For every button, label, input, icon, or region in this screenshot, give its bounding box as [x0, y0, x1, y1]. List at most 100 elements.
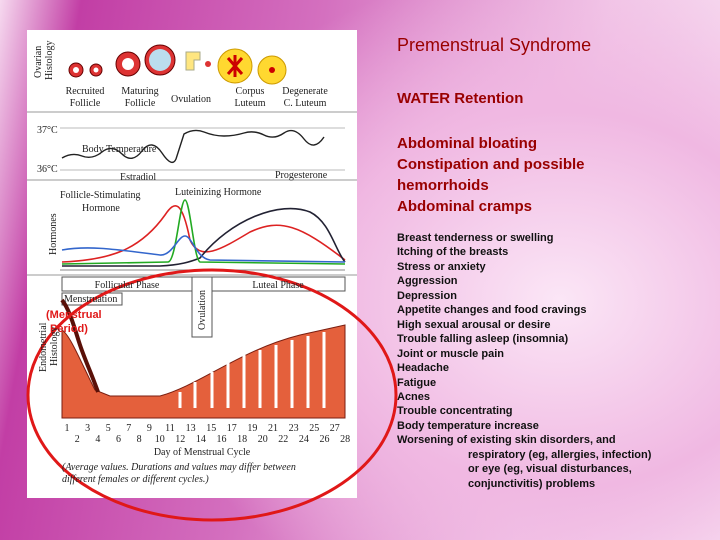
day-label: 24 [299, 434, 309, 445]
note: (Average values. Durations and values ma… [62, 462, 296, 473]
highlight-ellipse [26, 268, 398, 522]
list-item: Abdominal bloating [397, 135, 537, 152]
list-item: Depression [397, 289, 457, 302]
temp-label: 37°C [37, 125, 58, 136]
day-label: 15 [206, 423, 216, 434]
list-item: Abdominal cramps [397, 198, 533, 215]
day-label: 18 [237, 434, 247, 445]
ovarian-label: Histology [44, 41, 55, 80]
phase-label: Follicular Phase [95, 280, 160, 291]
day-label: 12 [175, 434, 185, 445]
stage-label: C. Luteum [284, 98, 327, 109]
list-item: Joint or muscle pain [397, 347, 504, 360]
day-label: 22 [278, 434, 288, 445]
curve-label: Luteinizing Hormone [175, 187, 262, 198]
list-item: Constipation and possible [397, 156, 585, 173]
stage-label: Degenerate [282, 86, 328, 97]
fsh-curve [61, 235, 346, 263]
list-item: Trouble falling asleep (insomnia) [397, 333, 569, 346]
day-label: 5 [106, 423, 111, 434]
curve-label: Hormone [82, 203, 120, 214]
list-item: Appetite changes and food cravings [397, 304, 587, 317]
list-item: or eye (eg, visual disturbances, [468, 463, 632, 476]
curve-label: Body Temperature [82, 144, 157, 155]
progesterone-curve [62, 207, 346, 267]
day-label: 27 [330, 423, 340, 434]
list-item: Body temperature increase [397, 419, 539, 432]
stage-label: Corpus [236, 86, 265, 97]
period-label: (Menstrual [46, 309, 102, 321]
day-label: 3 [85, 423, 90, 434]
symptom-list: Breast tenderness or swelling Itching of … [397, 231, 651, 491]
list-item: Worsening of existing skin disorders, an… [397, 434, 616, 447]
follicle-core [122, 58, 134, 70]
lh-curve [61, 199, 346, 265]
curve-label: Follicle-Stimulating [60, 190, 141, 201]
day-label: 9 [147, 423, 152, 434]
stage-label: Recruited [66, 86, 105, 97]
list-item: Itching of the breasts [397, 246, 509, 259]
day-label: 21 [268, 423, 278, 434]
phase-label: Luteal Phase [252, 280, 304, 291]
ovum-icon [205, 61, 211, 67]
day-label: 2 [75, 434, 80, 445]
follicle-core [149, 49, 171, 71]
list-item: High sexual arousal or desire [397, 318, 551, 331]
menstruation-label: Menstruation [64, 294, 117, 305]
day-label: 1 [65, 423, 70, 434]
endometrial-label: Histology [49, 327, 60, 366]
x-label: Day of Menstrual Cycle [154, 447, 251, 458]
stage-label: Luteum [234, 98, 265, 109]
curve-label: Estradiol [120, 172, 156, 183]
temperature-curve [61, 129, 325, 164]
day-label: 6 [116, 434, 121, 445]
day-label: 17 [227, 423, 237, 434]
stage-label: Maturing [121, 86, 158, 97]
endometrium [61, 324, 346, 419]
day-label: 25 [309, 423, 319, 434]
day-label: 26 [320, 434, 330, 445]
list-item: Acnes [397, 390, 431, 403]
day-label: 20 [258, 434, 268, 445]
major-symptoms: Abdominal bloating Constipation and possi… [397, 133, 585, 217]
day-label: 16 [217, 434, 227, 445]
ovulation-icon [185, 51, 201, 71]
stage-label: Follicle [70, 98, 101, 109]
day-label: 11 [165, 423, 175, 434]
ovulation-bar [191, 276, 213, 338]
shedding-lining [60, 298, 100, 393]
day-label: 14 [196, 434, 206, 445]
day-label: 28 [340, 434, 350, 445]
day-label: 13 [186, 423, 196, 434]
ovulation-bar-label: Ovulation [197, 290, 208, 330]
temp-label: 36°C [37, 164, 58, 175]
day-label: 19 [247, 423, 257, 434]
follicle-core [93, 67, 99, 73]
ovary-icons [68, 44, 287, 85]
ovarian-label: Ovarian [33, 46, 44, 78]
list-item: Stress or anxiety [397, 260, 486, 273]
list-item: Fatigue [397, 376, 437, 389]
stage-label: Ovulation [171, 94, 211, 105]
day-label: 4 [95, 434, 100, 445]
hormones-label: Hormones [48, 213, 59, 255]
day-label: 8 [137, 434, 142, 445]
list-item: respiratory (eg, allergies, infection) [468, 448, 652, 461]
slide-title: Premenstrual Syndrome [397, 35, 592, 55]
curve-label: Progesterone [275, 170, 328, 181]
stage-label: Follicle [125, 98, 156, 109]
day-label: 7 [126, 423, 131, 434]
list-item: Breast tenderness or swelling [397, 232, 554, 244]
list-item: Trouble concentrating [397, 405, 513, 418]
list-item: Headache [397, 362, 449, 375]
corpus-luteum-mark [226, 55, 244, 77]
list-item: hemorrhoids [397, 177, 489, 194]
slide-subtitle: WATER Retention [397, 90, 524, 107]
note: different females or different cycles.) [62, 474, 209, 485]
follicle-core [73, 67, 79, 73]
day-label: 10 [155, 434, 165, 445]
list-item: conjunctivitis) problems [468, 477, 596, 490]
day-label: 23 [289, 423, 299, 434]
glands [178, 332, 326, 408]
